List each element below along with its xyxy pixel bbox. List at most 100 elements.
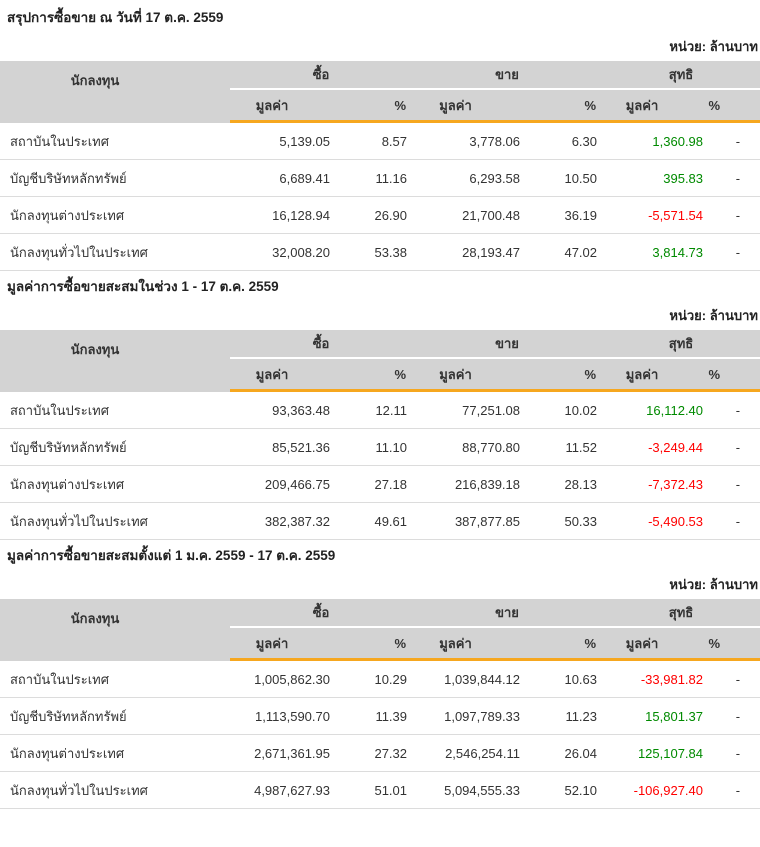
sell-value-cell: 77,251.08 [412, 392, 526, 429]
buy-value-cell: 85,521.36 [230, 429, 340, 466]
subheader-buy-percent: % [340, 359, 413, 392]
net-value-cell: 16,112.40 [602, 392, 709, 429]
table-body: สถาบันในประเทศ 93,363.48 12.11 77,251.08 10.… [0, 392, 760, 540]
investor-name-cell: นักลงทุนทั่วไปในประเทศ [0, 772, 230, 809]
buy-value-cell: 209,466.75 [230, 466, 340, 503]
unit-label: หน่วย: ล้านบาท [669, 39, 758, 54]
net-percent-cell: - [708, 503, 760, 540]
column-header-net: สุทธิ [602, 599, 760, 628]
column-header-sell: ขาย [412, 61, 603, 90]
buy-percent-cell: 51.01 [340, 772, 413, 809]
column-header-buy: ซื้อ [230, 330, 413, 359]
net-value-cell: 3,814.73 [602, 234, 709, 271]
sell-value-cell: 3,778.06 [412, 123, 526, 160]
sell-value-cell: 1,097,789.33 [412, 698, 526, 735]
investor-name-cell: นักลงทุนต่างประเทศ [0, 466, 230, 503]
table-row: นักลงทุนต่างประเทศ 2,671,361.95 27.32 2,546… [0, 735, 760, 772]
investor-name-cell: นักลงทุนทั่วไปในประเทศ [0, 234, 230, 271]
sell-percent-cell: 50.33 [525, 503, 603, 540]
table-row: สถาบันในประเทศ 1,005,862.30 10.29 1,039,844… [0, 661, 760, 698]
table-body: สถาบันในประเทศ 1,005,862.30 10.29 1,039,844… [0, 661, 760, 809]
unit-label: หน่วย: ล้านบาท [669, 308, 758, 323]
table-row: บัญชีบริษัทหลักทรัพย์ 6,689.41 11.16 6,293.… [0, 160, 760, 197]
net-value-cell: 395.83 [602, 160, 709, 197]
table-row: นักลงทุนทั่วไปในประเทศ 4,987,627.93 51.01 5… [0, 772, 760, 809]
net-percent-cell: - [708, 735, 760, 772]
table-row: นักลงทุนต่างประเทศ 16,128.94 26.90 21,700.4… [0, 197, 760, 234]
section-title: สรุปการซื้อขาย ณ วันที่ 17 ต.ค. 2559 [7, 10, 224, 25]
sell-value-cell: 1,039,844.12 [412, 661, 526, 698]
table-row: สถาบันในประเทศ 93,363.48 12.11 77,251.08 10.… [0, 392, 760, 429]
section-title: มูลค่าการซื้อขายสะสมในช่วง 1 - 17 ต.ค. 2… [7, 279, 279, 294]
net-percent-cell: - [708, 429, 760, 466]
net-percent-cell: - [708, 392, 760, 429]
investor-name-cell: นักลงทุนต่างประเทศ [0, 197, 230, 234]
buy-value-cell: 93,363.48 [230, 392, 340, 429]
sell-percent-cell: 10.02 [525, 392, 603, 429]
subheader-net-percent: % [708, 359, 760, 392]
table-row: บัญชีบริษัทหลักทรัพย์ 85,521.36 11.10 88,77… [0, 429, 760, 466]
buy-value-cell: 6,689.41 [230, 160, 340, 197]
subheader-net-percent: % [708, 628, 760, 661]
buy-value-cell: 382,387.32 [230, 503, 340, 540]
investor-name-cell: นักลงทุนต่างประเทศ [0, 735, 230, 772]
net-value-cell: -3,249.44 [602, 429, 709, 466]
net-percent-cell: - [708, 661, 760, 698]
net-percent-cell: - [708, 160, 760, 197]
buy-percent-cell: 8.57 [340, 123, 413, 160]
sell-value-cell: 88,770.80 [412, 429, 526, 466]
sell-value-cell: 2,546,254.11 [412, 735, 526, 772]
column-header-sell: ขาย [412, 599, 603, 628]
trading-table: นักลงทุน ซื้อ ขาย สุทธิ มูลค่า % มูลค่า … [0, 61, 760, 271]
buy-value-cell: 32,008.20 [230, 234, 340, 271]
buy-value-cell: 4,987,627.93 [230, 772, 340, 809]
sell-value-cell: 28,193.47 [412, 234, 526, 271]
subheader-sell-value: มูลค่า [412, 628, 526, 661]
subheader-sell-percent: % [525, 90, 603, 123]
buy-percent-cell: 53.38 [340, 234, 413, 271]
buy-percent-cell: 11.10 [340, 429, 413, 466]
buy-percent-cell: 10.29 [340, 661, 413, 698]
net-value-cell: -33,981.82 [602, 661, 709, 698]
column-header-investor: นักลงทุน [0, 599, 230, 661]
sell-percent-cell: 26.04 [525, 735, 603, 772]
subheader-sell-value: มูลค่า [412, 90, 526, 123]
sell-percent-cell: 36.19 [525, 197, 603, 234]
investor-name-cell: บัญชีบริษัทหลักทรัพย์ [0, 160, 230, 197]
column-header-buy: ซื้อ [230, 61, 413, 90]
net-percent-cell: - [708, 772, 760, 809]
net-value-cell: 15,801.37 [602, 698, 709, 735]
subheader-sell-percent: % [525, 628, 603, 661]
net-percent-cell: - [708, 698, 760, 735]
subheader-buy-value: มูลค่า [230, 359, 340, 392]
subheader-sell-value: มูลค่า [412, 359, 526, 392]
subheader-net-value: มูลค่า [602, 628, 709, 661]
buy-percent-cell: 12.11 [340, 392, 413, 429]
sell-value-cell: 387,877.85 [412, 503, 526, 540]
subheader-buy-percent: % [340, 90, 413, 123]
subheader-net-value: มูลค่า [602, 359, 709, 392]
buy-value-cell: 2,671,361.95 [230, 735, 340, 772]
sell-percent-cell: 6.30 [525, 123, 603, 160]
sell-percent-cell: 11.52 [525, 429, 603, 466]
net-value-cell: -5,571.54 [602, 197, 709, 234]
investor-name-cell: สถาบันในประเทศ [0, 392, 230, 429]
net-value-cell: -106,927.40 [602, 772, 709, 809]
trading-table: นักลงทุน ซื้อ ขาย สุทธิ มูลค่า % มูลค่า … [0, 599, 760, 809]
sell-percent-cell: 10.50 [525, 160, 603, 197]
investor-trading-summary-page: สรุปการซื้อขาย ณ วันที่ 17 ต.ค. 2559 หน่… [0, 10, 760, 809]
net-value-cell: 1,360.98 [602, 123, 709, 160]
buy-value-cell: 1,005,862.30 [230, 661, 340, 698]
column-header-sell: ขาย [412, 330, 603, 359]
sell-value-cell: 5,094,555.33 [412, 772, 526, 809]
subheader-buy-value: มูลค่า [230, 628, 340, 661]
investor-name-cell: สถาบันในประเทศ [0, 123, 230, 160]
column-header-net: สุทธิ [602, 61, 760, 90]
sell-value-cell: 6,293.58 [412, 160, 526, 197]
buy-value-cell: 5,139.05 [230, 123, 340, 160]
investor-name-cell: สถาบันในประเทศ [0, 661, 230, 698]
sell-value-cell: 216,839.18 [412, 466, 526, 503]
net-value-cell: -5,490.53 [602, 503, 709, 540]
trading-table: นักลงทุน ซื้อ ขาย สุทธิ มูลค่า % มูลค่า … [0, 330, 760, 540]
sell-percent-cell: 47.02 [525, 234, 603, 271]
